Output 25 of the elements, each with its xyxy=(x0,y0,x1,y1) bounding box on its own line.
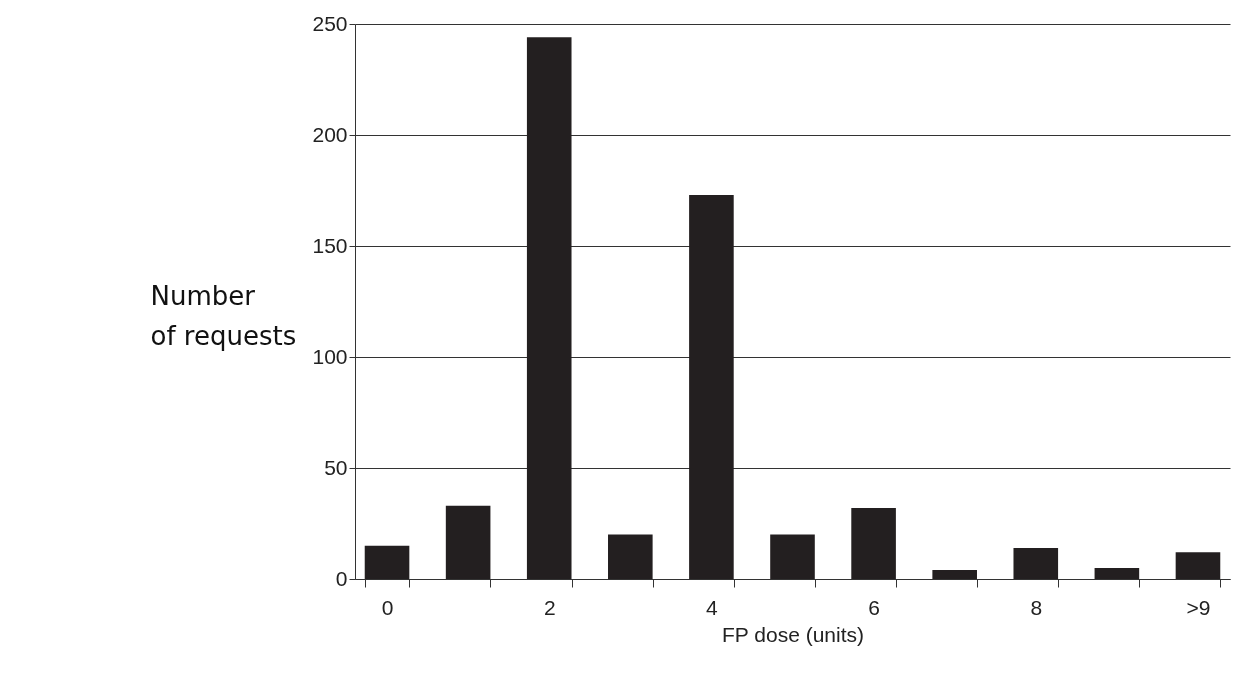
x-tick-label: >9 xyxy=(1186,595,1211,619)
bar xyxy=(1013,547,1059,579)
x-axis-title: FP dose (units) xyxy=(721,622,865,646)
x-tick-label: 0 xyxy=(381,595,394,619)
y-tick-label: 250 xyxy=(312,11,348,35)
bar xyxy=(851,507,896,579)
bar xyxy=(526,37,572,579)
bar xyxy=(445,505,491,579)
y-axis-title: Number of requests xyxy=(150,280,297,351)
bar xyxy=(1175,552,1221,579)
y-tick-label: 150 xyxy=(312,233,348,257)
bar xyxy=(608,534,653,579)
y-tick-label: 0 xyxy=(335,566,348,590)
y-tick-label: 200 xyxy=(312,122,348,146)
x-tick-label: 8 xyxy=(1030,595,1043,619)
y-tick-label: 100 xyxy=(312,344,348,368)
bar xyxy=(1094,567,1140,579)
bar xyxy=(689,194,734,579)
bar xyxy=(364,545,410,579)
bar xyxy=(932,570,977,579)
x-tick-label: 2 xyxy=(543,595,556,619)
x-tick-label: 4 xyxy=(706,595,719,619)
y-tick-label: 50 xyxy=(324,455,348,479)
x-tick-label: 6 xyxy=(868,595,880,619)
bar xyxy=(770,534,815,579)
